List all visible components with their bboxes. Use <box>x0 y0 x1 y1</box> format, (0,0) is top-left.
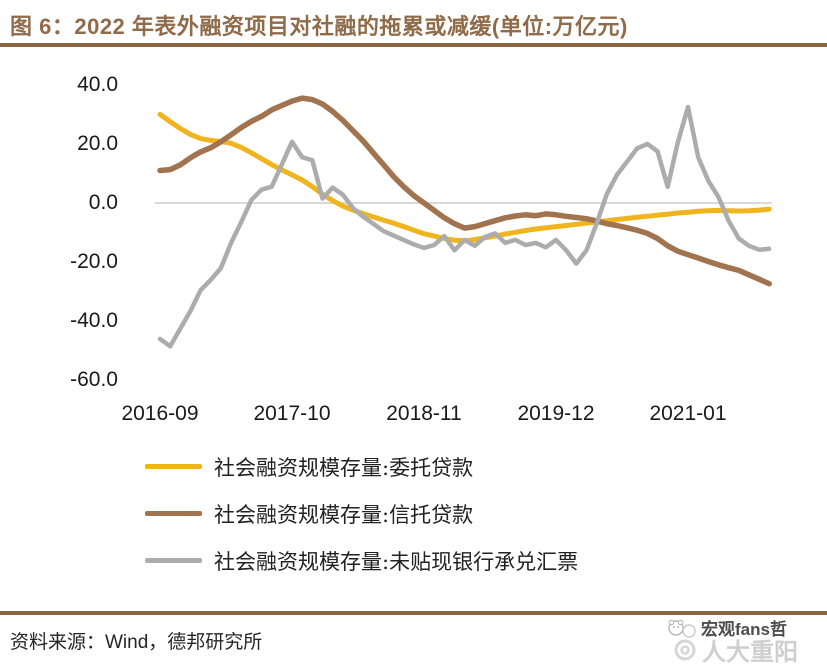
legend-swatch <box>145 464 202 469</box>
series-line-trust-loans <box>157 95 772 287</box>
watermark-primary: 宏观fans哲 <box>668 615 787 640</box>
x-tick-label: 2018-11 <box>386 402 462 425</box>
legend-swatch <box>145 511 202 516</box>
y-tick-label: 0.0 <box>88 191 118 214</box>
panda-icon <box>668 619 696 638</box>
watermark-secondary-label: 人大重阳 <box>702 639 798 666</box>
x-tick-label: 2017-10 <box>253 402 331 425</box>
figure-title: 图 6：2022 年表外融资项目对社融的拖累或减缓(单位:万亿元) <box>10 14 628 39</box>
legend-label: 社会融资规模存量:信托贷款 <box>214 502 474 527</box>
watermark-secondary: 人大重阳 <box>672 632 798 667</box>
series-line-undiscounted-bills <box>157 104 772 349</box>
watermark-primary-label: 宏观fans哲 <box>701 620 787 639</box>
spiral-icon <box>674 639 696 660</box>
x-tick-label: 2021-01 <box>649 402 727 425</box>
y-tick-label: -40.0 <box>70 309 118 333</box>
legend-item-undiscounted-bills: 社会融资规模存量:未贴现银行承兑汇票 <box>145 545 578 576</box>
y-tick-label: -60.0 <box>70 368 118 392</box>
legend-swatch <box>145 558 202 563</box>
chart-legend: 社会融资规模存量:委托贷款 社会融资规模存量:信托贷款社会融资规模存量:未贴现银行… <box>145 451 578 592</box>
y-tick-label: 40.0 <box>77 72 118 96</box>
legend-item-entrusted-loans: 社会融资规模存量:委托贷款 <box>145 451 578 482</box>
x-tick-label: 2019-12 <box>517 402 595 425</box>
footer-divider <box>0 611 827 615</box>
legend-item-trust-loans: 社会融资规模存量:信托贷款 <box>145 498 578 529</box>
source-note: 资料来源：Wind，德邦研究所 <box>10 632 263 653</box>
legend-label: 社会融资规模存量:未贴现银行承兑汇票 <box>214 549 579 574</box>
title-divider <box>0 43 827 47</box>
y-tick-label: -20.0 <box>70 250 118 274</box>
series-line-entrusted-loans <box>157 111 772 244</box>
x-tick-label: 2016-09 <box>121 402 199 425</box>
legend-label: 社会融资规模存量:委托贷款 <box>214 455 474 480</box>
y-tick-label: 20.0 <box>77 131 118 155</box>
